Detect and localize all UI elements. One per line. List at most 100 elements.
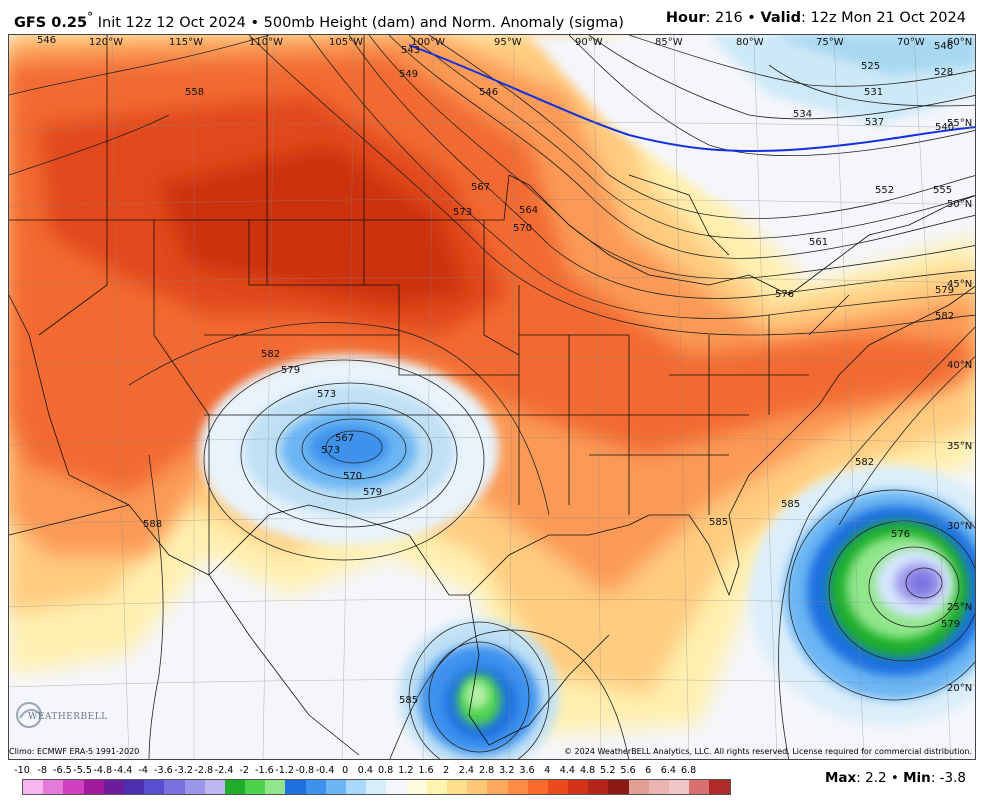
contour-label: 579 [941, 619, 960, 630]
contour-label: 558 [185, 87, 204, 98]
contour-label: 534 [793, 109, 812, 120]
hour-value: : 216 • [705, 10, 761, 26]
colorbar-swatch [406, 780, 427, 794]
contour-label: 582 [855, 457, 874, 468]
colorbar-label: -2.8 [194, 765, 214, 776]
contour-label: 570 [343, 471, 362, 482]
lon-label: 80°W [736, 37, 764, 48]
colorbar-swatch [144, 780, 165, 794]
contour-label: 579 [281, 365, 300, 376]
colorbar-label: 5.6 [620, 765, 636, 776]
min-label: Min [903, 770, 931, 786]
colorbar-swatch [709, 780, 730, 794]
contour-label: 588 [143, 519, 162, 530]
lon-label: 110°W [249, 37, 283, 48]
colorbar-label: -3.6 [154, 765, 173, 776]
colorbar-swatch [507, 780, 528, 794]
contour-label: 567 [335, 433, 354, 444]
colorbar-swatch [487, 780, 508, 794]
contour-label: 585 [709, 517, 728, 528]
lat-label-top: 60°N [947, 37, 972, 48]
lat-label: 25°N [947, 602, 972, 613]
colorbar-label: -4.4 [113, 765, 133, 776]
weatherbell-logo: WEATHERBELL [14, 700, 108, 730]
colorbar-label: -3.2 [174, 765, 193, 776]
colorbar-label: -0.8 [295, 765, 315, 776]
lat-label: 45°N [947, 279, 972, 290]
lat-label: 40°N [947, 360, 972, 371]
title: GFS 0.25° Init 12z 12 Oct 2024 • 500mb H… [14, 10, 624, 31]
contour-label: 573 [321, 445, 340, 456]
logo-swirl-icon [16, 702, 42, 728]
colorbar-swatch [568, 780, 589, 794]
colorbar-label: -1.6 [255, 765, 274, 776]
lon-label: 115°W [169, 37, 203, 48]
colorbar-swatch [689, 780, 710, 794]
lon-label: 70°W [897, 37, 925, 48]
lat-label: 55°N [947, 118, 972, 129]
colorbar-label: 2.8 [478, 765, 495, 776]
contour-labels: 546 543 549 558 546 525 531 534 537 540 … [37, 35, 960, 706]
lon-label: 85°W [655, 37, 683, 48]
colorbar-label: -4 [138, 765, 148, 776]
contour-label: 546 [37, 35, 56, 46]
colorbar-swatch [527, 780, 548, 794]
contour-label: 537 [865, 117, 884, 128]
contour-label: 555 [933, 185, 952, 196]
colorbar-label: 5.2 [600, 765, 616, 776]
contour-label: 561 [809, 237, 828, 248]
longitude-labels: 120°W 115°W 110°W 105°W 100°W 95°W 90°W … [89, 37, 972, 48]
latitude-labels: 55°N 50°N 45°N 40°N 35°N 30°N 25°N 20°N [947, 118, 972, 694]
lat-label: 20°N [947, 683, 972, 694]
map-svg: 546 543 549 558 546 525 531 534 537 540 … [9, 35, 975, 759]
colorbar-swatch [648, 780, 669, 794]
lat-label: 50°N [947, 199, 972, 210]
contour-label: 546 [479, 87, 498, 98]
colorbar-swatch [547, 780, 569, 794]
logo-text: WEATHERBELL [28, 712, 108, 722]
colorbar-label: -4.8 [93, 765, 113, 776]
colorbar-swatch [366, 780, 387, 794]
anomaly-fill [9, 35, 975, 759]
lat-label: 35°N [947, 441, 972, 452]
colorbar-label: -8 [37, 765, 47, 776]
contour-label: 567 [471, 182, 490, 193]
contour-label: 540 [935, 122, 954, 133]
colorbar-swatch [305, 780, 326, 794]
colorbar-swatch [588, 780, 609, 794]
colorbar-label: 1.6 [418, 765, 434, 776]
colorbar: -10 -8 -6.5 -5.5 -4.8 -4.4 -4 -3.6 -3.2 -2.8 -2.4-… [8, 765, 731, 805]
colorbar-label: 3.2 [499, 765, 515, 776]
colorbar-swatch [628, 780, 649, 794]
colorbar-label: -0.4 [315, 765, 335, 776]
colorbar-swatch [224, 780, 246, 794]
colorbar-swatch [83, 780, 104, 794]
colorbar-swatch [285, 780, 306, 794]
colorbar-label: 3.6 [519, 765, 535, 776]
lon-label: 75°W [816, 37, 844, 48]
contour-label: 573 [453, 207, 472, 218]
max-min: Max: 2.2 • Min: -3.8 [825, 770, 966, 786]
product-name: 500mb Height (dam) and Norm. Anomaly (si… [263, 14, 624, 31]
contour-label: 582 [935, 311, 954, 322]
colorbar-swatch [63, 780, 84, 794]
colorbar-swatch [325, 780, 346, 794]
contour-label: 582 [261, 349, 280, 360]
colorbar-swatch [164, 780, 185, 794]
colorbar-swatch [426, 780, 447, 794]
model-name: GFS 0.25 [14, 14, 88, 31]
colorbar-label: 6.8 [680, 765, 697, 776]
colorbar-label: -5.5 [73, 765, 92, 776]
contour-label: 525 [861, 61, 880, 72]
colorbar-label: 0 [342, 765, 349, 776]
contour-label: 585 [399, 695, 418, 706]
colorbar-label: 4.8 [579, 765, 596, 776]
weather-map[interactable]: 546 543 549 558 546 525 531 534 537 540 … [8, 34, 976, 760]
contour-label: 579 [363, 487, 382, 498]
colorbar-label: -2 [239, 765, 249, 776]
valid-info: Hour: 216 • Valid: 12z Mon 21 Oct 2024 [666, 10, 966, 26]
colorbar-label: 6.4 [660, 765, 677, 776]
valid-label: Valid [760, 10, 801, 26]
lon-label: 90°W [575, 37, 603, 48]
colorbar-swatch [386, 780, 407, 794]
